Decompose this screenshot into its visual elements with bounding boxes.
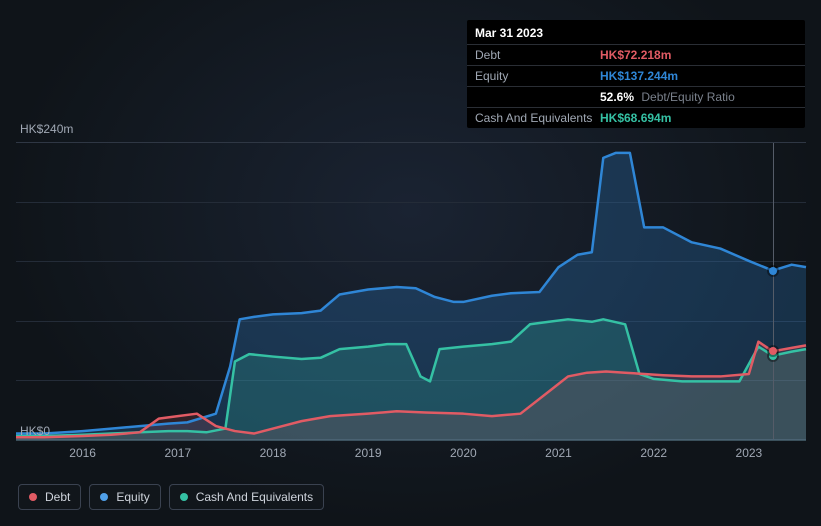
legend-item-equity[interactable]: Equity <box>89 484 160 510</box>
x-tick: 2023 <box>736 446 763 460</box>
tooltip-date: Mar 31 2023 <box>467 20 805 44</box>
legend-item-debt[interactable]: Debt <box>18 484 81 510</box>
legend-dot-icon <box>29 493 37 501</box>
tooltip-row-label: Debt <box>475 48 600 62</box>
chart-plot-area[interactable] <box>16 142 806 440</box>
x-tick: 2018 <box>260 446 287 460</box>
cursor-dot-equity <box>769 267 777 275</box>
cursor-dot-debt <box>769 347 777 355</box>
tooltip-row-value: HK$137.244m <box>600 69 678 83</box>
tooltip-row: EquityHK$137.244m <box>467 65 805 86</box>
debt-equity-chart: HK$240m HK$0 2016 2017 2018 2019 2020 2021 202… <box>16 122 806 478</box>
chart-cursor <box>773 143 774 439</box>
legend-label: Cash And Equivalents <box>196 490 313 504</box>
chart-legend: Debt Equity Cash And Equivalents <box>18 484 324 510</box>
tooltip-row: 52.6% Debt/Equity Ratio <box>467 86 805 107</box>
x-tick: 2019 <box>355 446 382 460</box>
tooltip-row-value: 52.6% Debt/Equity Ratio <box>600 90 735 104</box>
legend-label: Equity <box>116 490 149 504</box>
x-tick: 2016 <box>69 446 96 460</box>
tooltip-row: Cash And EquivalentsHK$68.694m <box>467 107 805 128</box>
x-tick: 2017 <box>164 446 191 460</box>
tooltip-row-value: HK$68.694m <box>600 111 671 125</box>
tooltip-row: DebtHK$72.218m <box>467 44 805 65</box>
x-axis: 2016 2017 2018 2019 2020 2021 2022 2023 <box>16 440 806 460</box>
x-tick: 2021 <box>545 446 572 460</box>
y-axis-label-top: HK$240m <box>16 122 73 136</box>
y-axis-label-bottom: HK$0 <box>16 424 50 438</box>
x-tick: 2020 <box>450 446 477 460</box>
legend-label: Debt <box>45 490 70 504</box>
tooltip-row-label: Cash And Equivalents <box>475 111 600 125</box>
legend-item-cash[interactable]: Cash And Equivalents <box>169 484 324 510</box>
tooltip-row-label <box>475 90 600 104</box>
x-tick: 2022 <box>640 446 667 460</box>
chart-tooltip: Mar 31 2023 DebtHK$72.218mEquityHK$137.2… <box>467 20 805 128</box>
tooltip-row-value: HK$72.218m <box>600 48 671 62</box>
legend-dot-icon <box>100 493 108 501</box>
tooltip-row-label: Equity <box>475 69 600 83</box>
legend-dot-icon <box>180 493 188 501</box>
